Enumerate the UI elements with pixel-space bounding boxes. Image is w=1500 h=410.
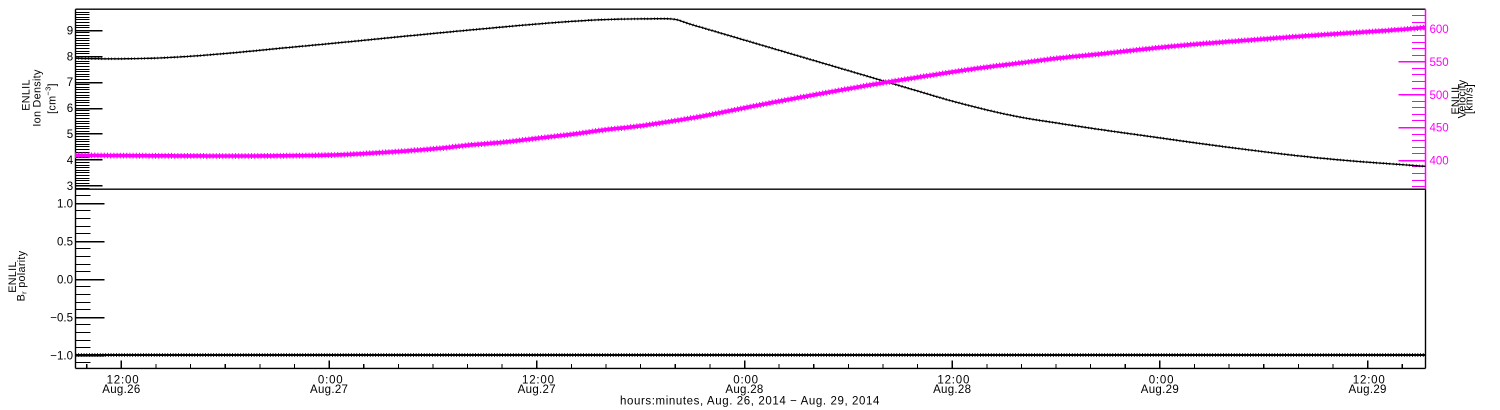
svg-text:Velocity: Velocity bbox=[1456, 79, 1468, 118]
svg-text:400: 400 bbox=[1430, 155, 1449, 167]
svg-text:−0.5: −0.5 bbox=[50, 313, 73, 325]
svg-text:9: 9 bbox=[67, 25, 73, 37]
svg-text:550: 550 bbox=[1430, 57, 1449, 69]
svg-text:Aug.29: Aug.29 bbox=[1141, 384, 1179, 396]
svg-text:450: 450 bbox=[1430, 123, 1449, 135]
svg-text:Aug.27: Aug.27 bbox=[518, 384, 556, 396]
svg-text:12:00: 12:00 bbox=[1353, 375, 1386, 387]
svg-text:7: 7 bbox=[67, 77, 73, 89]
svg-text:12:00: 12:00 bbox=[107, 375, 140, 387]
svg-text:−1.0: −1.0 bbox=[50, 351, 73, 363]
svg-text:12:00: 12:00 bbox=[522, 375, 555, 387]
svg-text:ENLIL: ENLIL bbox=[7, 261, 19, 293]
svg-text:0:00: 0:00 bbox=[318, 375, 344, 387]
svg-text:Aug.29: Aug.29 bbox=[1348, 384, 1386, 396]
svg-text:0:00: 0:00 bbox=[1149, 375, 1175, 387]
svg-text:hours:minutes, Aug. 26, 2014 −: hours:minutes, Aug. 26, 2014 − Aug. 29, … bbox=[620, 395, 880, 407]
svg-text:Aug.28: Aug.28 bbox=[725, 384, 763, 396]
svg-text:0.5: 0.5 bbox=[57, 237, 73, 249]
svg-text:0:00: 0:00 bbox=[733, 375, 759, 387]
svg-text:0.0: 0.0 bbox=[57, 275, 73, 287]
svg-text:4: 4 bbox=[67, 155, 74, 167]
svg-text:8: 8 bbox=[67, 51, 73, 63]
svg-text:6: 6 bbox=[67, 103, 73, 115]
svg-text:600: 600 bbox=[1430, 24, 1449, 36]
svg-text:ENLIL: ENLIL bbox=[20, 79, 32, 111]
svg-text:1.0: 1.0 bbox=[57, 199, 73, 211]
svg-text:Ion Density: Ion Density bbox=[31, 69, 43, 127]
svg-text:ENLIL: ENLIL bbox=[1450, 83, 1462, 114]
svg-text:Aug.26: Aug.26 bbox=[102, 384, 140, 396]
svg-text:12:00: 12:00 bbox=[937, 375, 970, 387]
svg-text:3: 3 bbox=[67, 181, 73, 193]
svg-text:[km/s]: [km/s] bbox=[1463, 84, 1475, 114]
svg-text:Br polarity: Br polarity bbox=[16, 250, 29, 301]
svg-text:Aug.27: Aug.27 bbox=[310, 384, 348, 396]
svg-text:Aug.28: Aug.28 bbox=[933, 384, 971, 396]
svg-text:500: 500 bbox=[1430, 90, 1449, 102]
svg-text:5: 5 bbox=[67, 129, 73, 141]
